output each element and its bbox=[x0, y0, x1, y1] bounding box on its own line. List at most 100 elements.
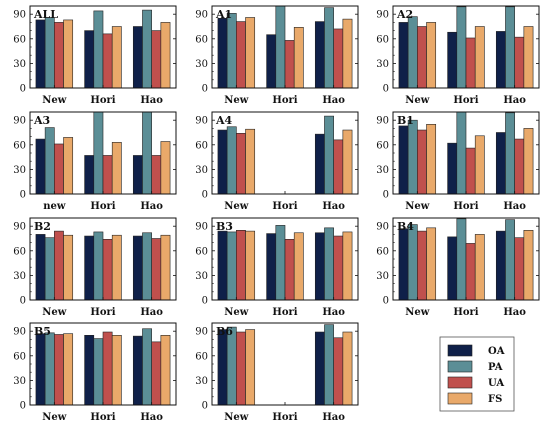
panel-a2: New Hori Hao 0 30 60 90 A2 bbox=[376, 5, 540, 106]
category-label: Hao bbox=[322, 412, 345, 423]
bar-b4-hao-pa bbox=[505, 219, 515, 301]
bar-a2-hori-pa bbox=[456, 6, 467, 89]
category-label: Hao bbox=[503, 95, 526, 106]
category-label: Hori bbox=[272, 307, 297, 318]
bar-a4-hao-pa bbox=[324, 115, 334, 195]
y-tick-label: 90 bbox=[195, 327, 208, 338]
category-label: New bbox=[42, 95, 67, 106]
bar-a3-hori-pa bbox=[93, 111, 104, 195]
bar-all-new-ua bbox=[54, 22, 64, 89]
category-label: Hori bbox=[90, 201, 115, 212]
y-tick-label: 0 bbox=[383, 190, 389, 201]
bar-b6-new-oa bbox=[217, 329, 228, 406]
y-tick-label: 90 bbox=[376, 116, 389, 127]
bar-a1-new-ua bbox=[236, 21, 246, 89]
bar-a3-new-fs bbox=[63, 137, 74, 195]
bar-b3-new-pa bbox=[226, 231, 237, 301]
bar-b2-new-fs bbox=[63, 234, 74, 301]
bar-all-hori-oa bbox=[84, 30, 95, 89]
y-tick-label: 90 bbox=[376, 10, 389, 21]
y-tick-label: 60 bbox=[13, 351, 26, 362]
bar-a2-hori-oa bbox=[447, 31, 458, 89]
bar-a2-hao-pa bbox=[505, 6, 515, 89]
bar-all-hao-pa bbox=[142, 9, 152, 89]
panel-title: B4 bbox=[397, 220, 414, 233]
legend-label-pa: PA bbox=[488, 362, 503, 373]
panel-b3: New Hori Hao 0 30 60 90 B3 bbox=[195, 217, 359, 318]
panel-title: A3 bbox=[33, 114, 50, 127]
panel-frame bbox=[392, 5, 540, 89]
panel-title: B1 bbox=[397, 114, 414, 127]
bar-a2-hori-fs bbox=[474, 26, 485, 89]
bar-a1-hori-ua bbox=[284, 40, 295, 89]
bar-b3-new-fs bbox=[245, 230, 256, 301]
panel-frame bbox=[211, 5, 359, 89]
panel-b1: New Hori Hao 0 30 60 90 B1 bbox=[376, 111, 540, 212]
bar-b3-hao-fs bbox=[342, 231, 353, 301]
panel-b5: New Hori Hao 0 30 60 90 B5 bbox=[13, 322, 177, 423]
panel-title: A1 bbox=[215, 8, 232, 21]
category-label: Hori bbox=[90, 412, 115, 423]
bar-a1-hori-oa bbox=[266, 34, 277, 89]
bar-b6-hao-fs bbox=[342, 331, 353, 406]
bar-all-new-pa bbox=[44, 17, 55, 89]
bar-b4-hori-fs bbox=[474, 234, 485, 301]
y-tick-label: 30 bbox=[195, 165, 208, 176]
category-label: New bbox=[405, 95, 430, 106]
bar-b2-new-pa bbox=[44, 237, 55, 301]
legend-swatch-oa bbox=[447, 344, 473, 357]
bar-b2-hao-oa bbox=[132, 235, 143, 301]
panel-frame bbox=[392, 111, 540, 195]
y-tick-label: 90 bbox=[13, 222, 26, 233]
bar-b1-hao-fs bbox=[523, 128, 534, 195]
category-label: Hao bbox=[140, 95, 163, 106]
category-label: New bbox=[224, 95, 249, 106]
bar-b5-hao-ua bbox=[151, 341, 162, 406]
y-tick-label: 0 bbox=[20, 84, 26, 95]
bar-a4-hao-oa bbox=[314, 133, 325, 195]
panel-a1: New Hori Hao 0 30 60 90 A1 bbox=[195, 5, 359, 106]
bar-a2-hao-fs bbox=[523, 26, 534, 89]
y-tick-label: 0 bbox=[20, 296, 26, 307]
y-tick-label: 60 bbox=[13, 34, 26, 45]
bar-a2-new-oa bbox=[398, 22, 409, 89]
bar-b4-hori-pa bbox=[456, 218, 467, 301]
y-tick-label: 60 bbox=[376, 140, 389, 151]
bar-b6-new-fs bbox=[245, 329, 256, 406]
panel-title: B6 bbox=[216, 325, 233, 338]
bar-a1-hori-pa bbox=[275, 5, 286, 89]
bar-a1-hao-fs bbox=[342, 18, 353, 89]
bar-b6-new-pa bbox=[226, 326, 237, 406]
panel-frame bbox=[29, 111, 177, 195]
y-tick-label: 60 bbox=[195, 34, 208, 45]
panel-title: A4 bbox=[215, 114, 233, 127]
bar-a3-hao-ua bbox=[151, 155, 162, 195]
category-label: New bbox=[42, 412, 67, 423]
y-tick-label: 30 bbox=[13, 376, 26, 387]
bar-b2-new-oa bbox=[35, 234, 46, 301]
bar-all-hori-fs bbox=[111, 26, 122, 89]
y-tick-label: 0 bbox=[20, 401, 26, 412]
bar-b4-hori-oa bbox=[447, 236, 458, 301]
bar-all-hao-fs bbox=[160, 22, 171, 89]
bar-a1-hori-fs bbox=[293, 27, 304, 89]
bar-a2-new-fs bbox=[426, 22, 437, 89]
category-label: Hao bbox=[140, 412, 163, 423]
bar-a2-hao-oa bbox=[495, 31, 506, 89]
bar-b1-new-oa bbox=[398, 125, 409, 195]
bar-b4-new-fs bbox=[426, 227, 437, 301]
bar-a1-hao-pa bbox=[324, 7, 334, 89]
y-tick-label: 0 bbox=[383, 296, 389, 307]
category-label: New bbox=[224, 201, 249, 212]
bar-b2-hori-oa bbox=[84, 235, 95, 301]
bar-b2-hao-fs bbox=[160, 234, 171, 301]
bar-b5-new-oa bbox=[35, 333, 46, 406]
bar-b5-hao-oa bbox=[132, 335, 143, 406]
bar-all-new-oa bbox=[35, 19, 46, 89]
y-tick-label: 0 bbox=[20, 190, 26, 201]
bar-b1-hori-fs bbox=[474, 135, 485, 195]
y-tick-label: 90 bbox=[195, 116, 208, 127]
bar-b4-hao-oa bbox=[495, 230, 506, 301]
panel-title: B2 bbox=[34, 220, 51, 233]
